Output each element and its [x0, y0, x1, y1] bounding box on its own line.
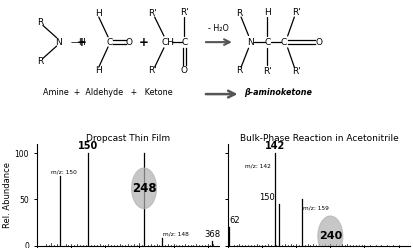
Text: 150: 150	[78, 141, 98, 151]
Text: H: H	[95, 9, 102, 18]
Text: C: C	[181, 38, 187, 47]
Text: R': R'	[148, 9, 157, 18]
Text: m/z: 150: m/z: 150	[51, 169, 77, 174]
Text: - H₂O: - H₂O	[208, 24, 229, 32]
Text: m/z: 142: m/z: 142	[244, 163, 271, 168]
Text: H: H	[263, 8, 270, 17]
Text: R: R	[37, 58, 43, 66]
Circle shape	[317, 216, 342, 248]
Text: +: +	[138, 36, 148, 49]
Text: 142: 142	[264, 141, 284, 151]
Y-axis label: Rel. Abundance: Rel. Abundance	[2, 162, 12, 228]
Text: +: +	[77, 36, 87, 49]
Text: R': R'	[291, 8, 300, 17]
Text: O: O	[125, 38, 132, 47]
Text: N: N	[247, 38, 254, 47]
Text: O: O	[314, 38, 321, 47]
Text: R': R'	[180, 8, 188, 17]
Text: —H: —H	[71, 38, 86, 47]
Circle shape	[131, 168, 156, 209]
Title: Bulk-Phase Reaction in Acetonitrile: Bulk-Phase Reaction in Acetonitrile	[239, 134, 397, 143]
Text: CH: CH	[161, 38, 174, 47]
Text: N: N	[55, 38, 62, 47]
Text: O: O	[180, 66, 188, 75]
Text: R': R'	[291, 67, 300, 76]
Text: C: C	[107, 38, 113, 47]
Text: R: R	[37, 18, 43, 27]
Text: 240: 240	[318, 231, 341, 241]
Text: R: R	[235, 66, 242, 75]
Text: C: C	[263, 38, 270, 47]
Text: C: C	[280, 38, 286, 47]
Text: R: R	[235, 9, 242, 18]
Text: m/z: 159: m/z: 159	[302, 205, 328, 211]
Text: H: H	[95, 66, 102, 75]
Text: R': R'	[262, 67, 271, 76]
Text: R': R'	[148, 66, 157, 75]
Text: Amine  +  Aldehyde   +   Ketone: Amine + Aldehyde + Ketone	[43, 88, 172, 97]
Text: m/z: 148: m/z: 148	[163, 231, 189, 236]
Title: Dropcast Thin Film: Dropcast Thin Film	[86, 134, 170, 143]
Text: 62: 62	[229, 216, 239, 225]
Text: 150: 150	[259, 193, 275, 202]
Text: 248: 248	[131, 182, 156, 195]
Text: 368: 368	[204, 230, 220, 239]
Text: β-aminoketone: β-aminoketone	[244, 88, 311, 97]
